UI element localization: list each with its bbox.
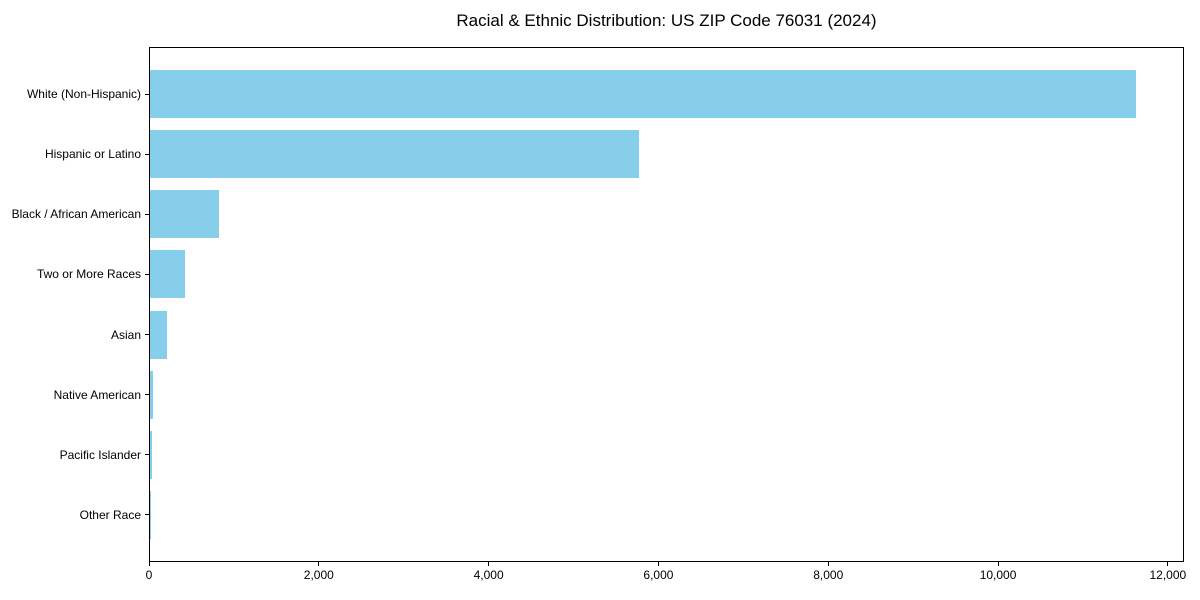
y-axis-tick-label: White (Non-Hispanic) bbox=[26, 87, 141, 102]
bar-other-race bbox=[150, 490, 151, 539]
y-axis-tick-label: Black / African American bbox=[11, 207, 141, 222]
y-axis-tick-label: Hispanic or Latino bbox=[44, 147, 141, 162]
bar-hispanic-or-latino bbox=[150, 130, 639, 179]
x-axis-tick bbox=[657, 562, 659, 566]
y-axis-tick-label: Native American bbox=[53, 387, 141, 402]
y-axis-tick-label: Two or More Races bbox=[36, 267, 141, 282]
bar-white-non-hispanic bbox=[150, 70, 1136, 119]
y-axis-tick bbox=[145, 153, 149, 155]
x-axis-tick-label: 2,000 bbox=[303, 568, 334, 582]
x-axis-tick-label: 10,000 bbox=[979, 568, 1017, 582]
x-axis-tick bbox=[827, 562, 829, 566]
bar-native-american bbox=[150, 370, 153, 419]
y-axis-tick bbox=[145, 394, 149, 396]
x-axis-tick bbox=[997, 562, 999, 566]
y-axis-tick-label: Other Race bbox=[79, 507, 141, 522]
y-axis-tick-label: Asian bbox=[110, 327, 141, 342]
x-axis-tick-label: 6,000 bbox=[643, 568, 674, 582]
x-axis-tick bbox=[488, 562, 490, 566]
y-axis-tick bbox=[145, 514, 149, 516]
bar-black-african-american bbox=[150, 190, 220, 239]
x-axis-tick-label: 4,000 bbox=[473, 568, 504, 582]
plot-area bbox=[149, 47, 1184, 562]
bar-two-or-more-races bbox=[150, 250, 185, 299]
x-axis-tick-label: 0 bbox=[145, 568, 153, 582]
y-axis-tick bbox=[145, 273, 149, 275]
y-axis-tick bbox=[145, 334, 149, 335]
x-axis-tick bbox=[318, 562, 320, 566]
bar-asian bbox=[150, 310, 167, 359]
y-axis-tick bbox=[145, 454, 149, 456]
y-axis-tick bbox=[145, 213, 149, 215]
x-axis-tick bbox=[1167, 562, 1169, 566]
chart-title: Racial & Ethnic Distribution: US ZIP Cod… bbox=[456, 11, 877, 30]
x-axis-tick bbox=[148, 562, 150, 566]
y-axis-tick-label: Pacific Islander bbox=[59, 447, 141, 462]
y-axis-tick bbox=[145, 93, 149, 95]
x-axis-tick-label: 8,000 bbox=[813, 568, 844, 582]
bar-pacific-islander bbox=[150, 430, 153, 479]
x-axis-tick-label: 12,000 bbox=[1149, 568, 1187, 582]
